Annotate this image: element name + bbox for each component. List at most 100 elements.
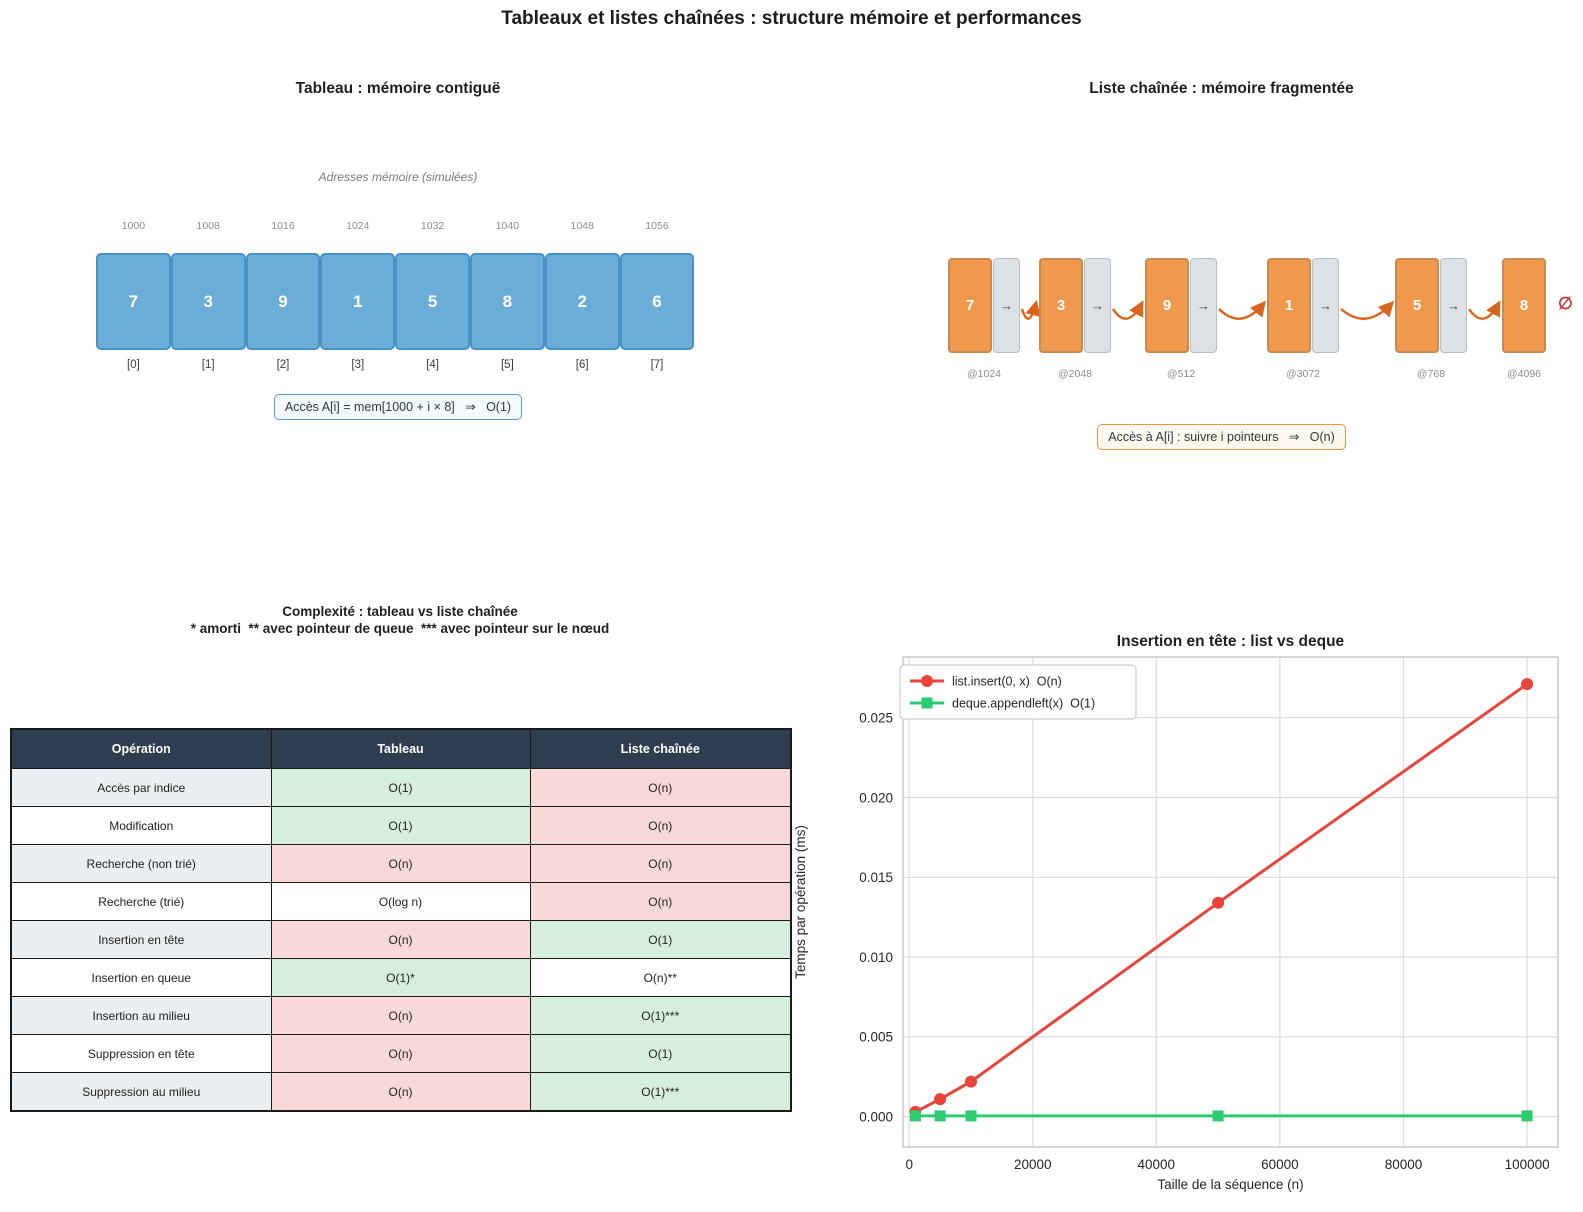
operation-cell: Recherche (non trié) xyxy=(10,844,272,883)
operation-cell: Accès par indice xyxy=(10,768,272,807)
linked-list-diagram: 7 → @1024 3 → @2048 9 → @512 1 → @3072 5 → @768 8 @4096 ∅ xyxy=(900,240,1583,470)
pointer-arrow xyxy=(1468,300,1501,320)
chart-title: Insertion en tête : list vs deque xyxy=(1117,633,1345,650)
node-address-label: @512 xyxy=(1166,368,1196,380)
data-point-marker xyxy=(1212,1110,1224,1122)
table-subtitle: * amorti ** avec pointeur de queue *** a… xyxy=(190,621,610,636)
plot-border xyxy=(902,656,1559,1148)
data-point-marker xyxy=(934,1093,947,1106)
svg-text:0.010: 0.010 xyxy=(859,950,893,965)
next-pointer-icon: → xyxy=(993,258,1020,353)
complexity-panel: Complexité : tableau vs liste chaînée * … xyxy=(0,600,800,1112)
tableau-complexity-cell: O(n) xyxy=(270,844,531,883)
table-row: Insertion au milieu O(n) O(1)*** xyxy=(10,996,792,1035)
tableau-complexity-cell: O(n) xyxy=(270,1034,531,1073)
array-access-note: Accès A[i] = mem[1000 + i × 8] ⇒ O(1) xyxy=(273,394,523,420)
array-subtitle: Adresses mémoire (simulées) xyxy=(318,170,478,184)
tableau-complexity-cell: O(1) xyxy=(270,768,531,807)
liste-complexity-cell: O(1) xyxy=(529,1034,792,1073)
list-access-note: Accès à A[i] : suivre i pointeurs ⇒ O(n) xyxy=(1097,424,1346,450)
data-point-marker xyxy=(965,1110,977,1122)
list-node-value: 3 xyxy=(1039,258,1083,353)
svg-text:0.020: 0.020 xyxy=(859,790,893,805)
svg-text:0.015: 0.015 xyxy=(859,870,893,885)
svg-text:20000: 20000 xyxy=(1014,1157,1052,1172)
tableau-complexity-cell: O(1) xyxy=(270,806,531,845)
operation-cell: Insertion en tête xyxy=(10,920,272,959)
y-axis-label: Temps par opération (ms) xyxy=(793,825,808,979)
array-cell: 5 xyxy=(395,253,470,350)
svg-text:100000: 100000 xyxy=(1505,1157,1550,1172)
memory-address-label: 1024 xyxy=(346,220,370,232)
pointer-arrow xyxy=(1218,300,1266,320)
memory-address-label: 1008 xyxy=(196,220,220,232)
figure-title: Tableaux et listes chaînées : structure … xyxy=(501,8,1082,29)
x-axis-label: Taille de la séquence (n) xyxy=(1157,1177,1303,1192)
list-node: 5 → xyxy=(1395,258,1467,353)
table-body: Accès par indice O(1) O(n) Modification O(1)… xyxy=(10,768,792,1112)
table-header-row: Opération Tableau Liste chaînée xyxy=(10,728,792,769)
array-cell: 1 xyxy=(320,253,396,350)
operation-cell: Insertion en queue xyxy=(10,958,272,997)
node-address-label: @1024 xyxy=(966,368,1002,380)
array-cell: 7 xyxy=(96,253,171,350)
memory-address-label: 1032 xyxy=(420,220,445,232)
array-index-label: [4] xyxy=(426,359,439,371)
node-address-label: @768 xyxy=(1416,368,1446,380)
array-column: 1040 8 [5] xyxy=(469,220,545,371)
data-point-marker xyxy=(1521,1110,1533,1122)
list-node: 3 → xyxy=(1039,258,1111,353)
node-address-label: @2048 xyxy=(1057,368,1093,380)
array-diagram: 1000 7 [0] 1008 3 [1] 1016 9 [2] 1024 1 [3] 1032 5 [4]… xyxy=(96,220,695,371)
array-index-label: [3] xyxy=(351,359,365,371)
array-index-label: [5] xyxy=(500,359,514,371)
list-node-value: 7 xyxy=(948,258,992,353)
pointer-arrow xyxy=(1020,299,1041,320)
memory-address-label: 1040 xyxy=(495,220,520,232)
liste-complexity-cell: O(n) xyxy=(529,806,792,845)
pointer-arrow xyxy=(1111,300,1144,320)
data-point-marker xyxy=(1212,896,1225,909)
table-row: Recherche (trié) O(log n) O(n) xyxy=(10,882,792,921)
node-address-label: @3072 xyxy=(1285,368,1321,380)
list-node: 1 → xyxy=(1267,258,1339,353)
table-header-cell: Tableau xyxy=(270,728,531,769)
array-column: 1008 3 [1] xyxy=(170,220,246,371)
list-note-wrap: Accès à A[i] : suivre i pointeurs ⇒ O(n) xyxy=(860,424,1583,450)
table-row: Accès par indice O(1) O(n) xyxy=(10,768,792,807)
list-node: 8 xyxy=(1502,258,1546,353)
svg-text:40000: 40000 xyxy=(1138,1157,1176,1172)
operation-cell: Suppression en tête xyxy=(10,1034,272,1073)
svg-text:0.000: 0.000 xyxy=(859,1110,893,1125)
memory-address-label: 1048 xyxy=(570,220,594,232)
pointer-arrow xyxy=(1340,300,1395,320)
operation-cell: Suppression au milieu xyxy=(10,1072,272,1112)
table-header-cell: Liste chaînée xyxy=(529,728,792,769)
table-header-cell: Opération xyxy=(10,728,272,769)
operation-cell: Modification xyxy=(10,806,272,845)
data-point-marker xyxy=(1521,678,1534,691)
array-cell: 9 xyxy=(245,253,321,350)
legend-label: deque.appendleft(x) O(1) xyxy=(952,697,1095,711)
next-pointer-icon: → xyxy=(1312,258,1339,353)
memory-address-label: 1000 xyxy=(121,220,146,232)
array-column: 1000 7 [0] xyxy=(96,220,171,371)
next-pointer-icon: → xyxy=(1084,258,1111,353)
array-index-label: [0] xyxy=(127,359,140,371)
next-pointer-icon: → xyxy=(1190,258,1217,353)
liste-complexity-cell: O(1)*** xyxy=(529,996,792,1035)
operation-cell: Recherche (trié) xyxy=(10,882,272,921)
liste-complexity-cell: O(n)** xyxy=(529,958,792,997)
data-point-marker xyxy=(934,1110,946,1122)
list-node: 9 → xyxy=(1145,258,1217,353)
list-panel-title: Liste chaînée : mémoire fragmentée xyxy=(1089,80,1354,97)
array-note-wrap: Accès A[i] = mem[1000 + i × 8] ⇒ O(1) xyxy=(0,394,796,420)
node-address-label: @4096 xyxy=(1506,368,1542,380)
table-row: Recherche (non trié) O(n) O(n) xyxy=(10,844,792,883)
liste-complexity-cell: O(1) xyxy=(529,920,792,959)
null-terminator: ∅ xyxy=(1558,294,1573,313)
memory-address-label: 1056 xyxy=(645,220,669,232)
list-node-value: 8 xyxy=(1502,258,1546,353)
legend-label: list.insert(0, x) O(n) xyxy=(952,675,1062,689)
array-cell: 8 xyxy=(469,253,545,350)
